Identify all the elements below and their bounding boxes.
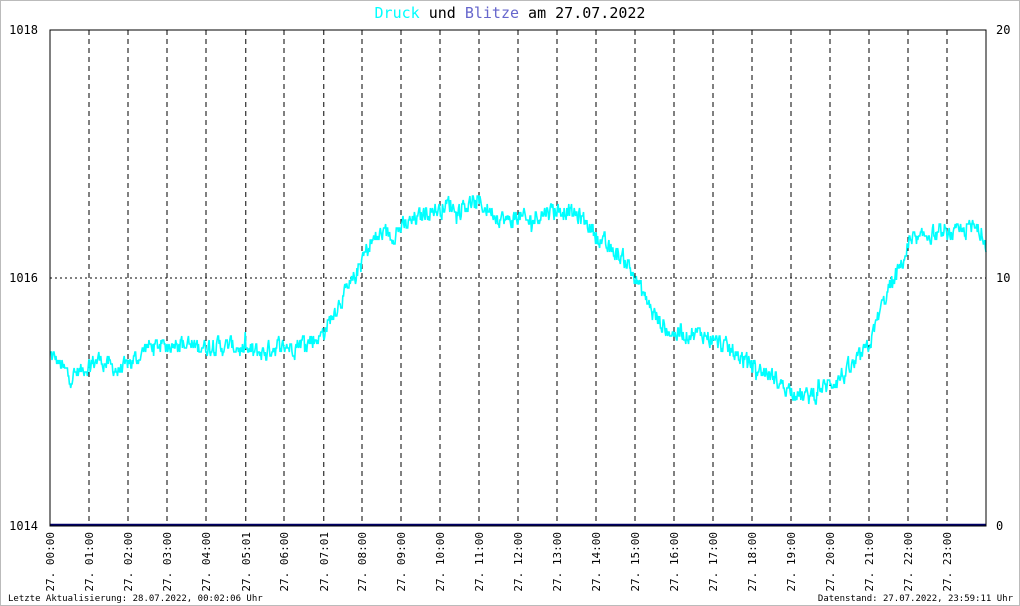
x-tick-label: 27. 20:00	[824, 532, 837, 592]
x-tick-label: 27. 01:00	[83, 532, 96, 592]
x-tick-label: 27. 12:00	[512, 532, 525, 592]
title-druck: Druck	[375, 4, 420, 22]
x-tick-label: 27. 09:00	[395, 532, 408, 592]
x-tick-label: 27. 02:00	[122, 532, 135, 592]
y-tick-label-left: 1018	[9, 23, 38, 37]
ytick-layer: 1018 1016 1014 20 10 0	[9, 23, 1010, 533]
series-druck-line	[50, 195, 987, 405]
x-tick-label: 27. 22:00	[902, 532, 915, 592]
title-blitze: Blitze	[465, 4, 519, 22]
x-tick-label: 27. 04:00	[200, 532, 213, 592]
footer-last-update: Letzte Aktualisierung: 28.07.2022, 00:02…	[8, 594, 263, 604]
x-tick-label: 27. 17:00	[707, 532, 720, 592]
x-tick-label: 27. 08:00	[356, 532, 369, 592]
x-tick-label: 27. 07:01	[318, 532, 331, 592]
x-tick-label: 27. 18:00	[746, 532, 759, 592]
x-tick-label: 27. 15:00	[629, 532, 642, 592]
x-tick-label: 27. 19:00	[785, 532, 798, 592]
y-tick-label-right: 0	[996, 519, 1003, 533]
x-tick-label: 27. 13:00	[551, 532, 564, 592]
x-tick-label: 27. 06:00	[278, 532, 291, 592]
grid-layer	[50, 30, 986, 526]
x-tick-label: 27. 16:00	[668, 532, 681, 592]
x-tick-label: 27. 11:00	[473, 532, 486, 592]
x-tick-label: 27. 10:00	[434, 532, 447, 592]
y-tick-label-left: 1016	[9, 271, 38, 285]
y-tick-label-right: 20	[996, 23, 1010, 37]
plot-frame	[49, 29, 987, 527]
title-und: und	[420, 4, 465, 22]
title-date: am 27.07.2022	[519, 4, 645, 22]
footer-data-status: Datenstand: 27.07.2022, 23:59:11 Uhr	[818, 594, 1014, 604]
x-tick-label: 27. 21:00	[863, 532, 876, 592]
chart-title: Druck und Blitze am 27.07.2022	[375, 4, 646, 22]
x-tick-label: 27. 05:01	[240, 532, 253, 592]
x-tick-label: 27. 00:00	[44, 532, 57, 592]
x-tick-label: 27. 03:00	[161, 532, 174, 592]
y-tick-label-right: 10	[996, 271, 1010, 285]
series-layer	[50, 195, 987, 527]
x-tick-label: 27. 23:00	[941, 532, 954, 592]
x-tick-label: 27. 14:00	[590, 532, 603, 592]
xtick-layer: 27. 00:00 27. 01:00 27. 02:00 27. 03:00 27. …	[44, 532, 954, 592]
y-tick-label-left: 1014	[9, 519, 38, 533]
